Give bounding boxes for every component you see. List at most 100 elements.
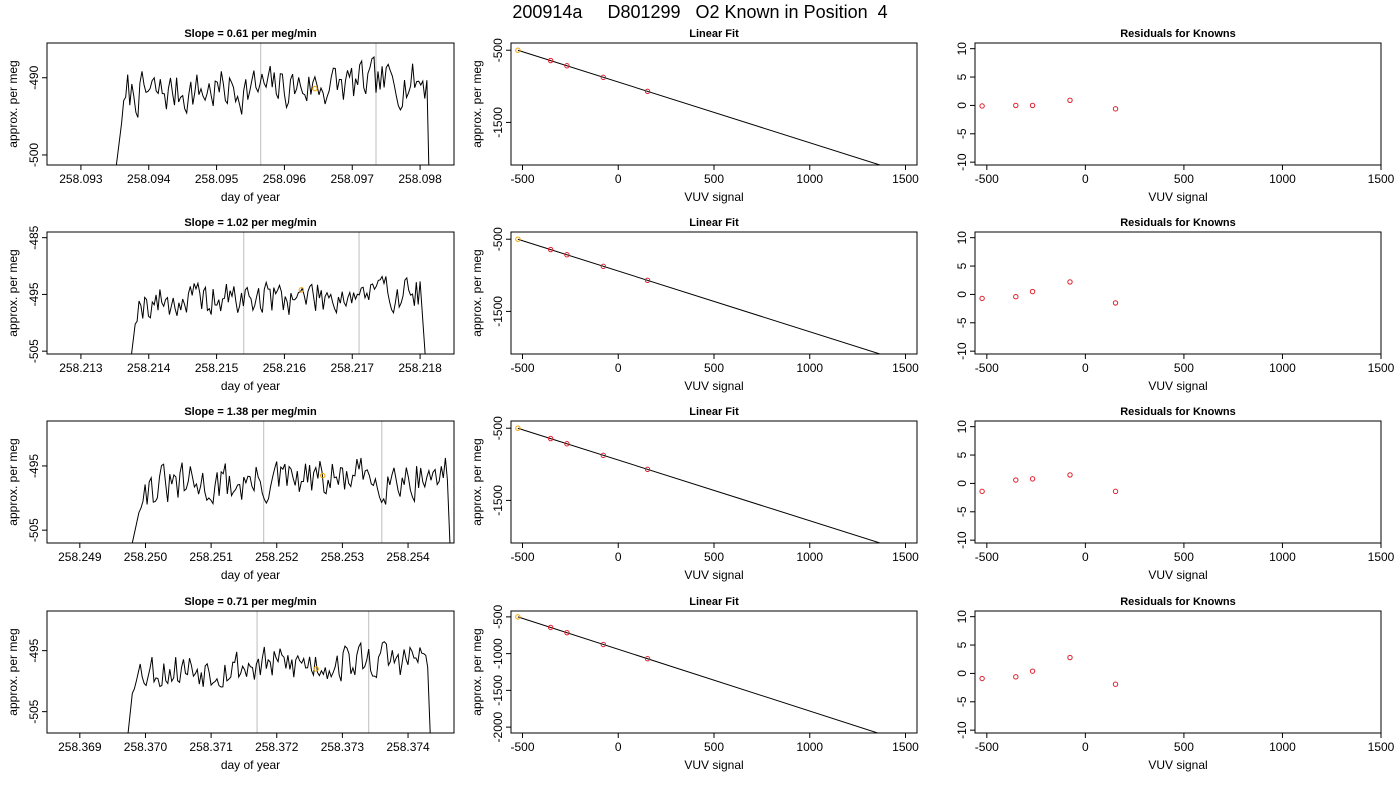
panel-0-0: Slope = 0.61 per meg/min 258.093 258.094 25…: [6, 28, 455, 204]
x-tick-label: 0: [615, 172, 622, 186]
x-tick-label: -500: [975, 361, 999, 375]
data-point: [1067, 97, 1073, 104]
data-point: [979, 675, 985, 682]
x-axis-label: VUV signal: [1148, 379, 1207, 393]
x-tick-label: 500: [1174, 550, 1194, 564]
plot-frame: [510, 231, 918, 355]
y-axis-label: approx. per meg: [6, 60, 20, 147]
x-tick-label: 258.373: [321, 740, 365, 754]
panel-title: Residuals for Knowns: [1120, 596, 1236, 608]
highlight-point: [515, 236, 521, 242]
y-axis-label: approx. per meg: [470, 438, 484, 525]
x-tick-label: 1500: [892, 172, 919, 186]
y-tick-label: 10: [955, 42, 969, 56]
x-tick-label: 0: [1082, 550, 1089, 564]
highlight-point: [298, 287, 305, 293]
x-tick-label: -500: [510, 740, 534, 754]
panel-title: Residuals for Knowns: [1120, 28, 1236, 40]
y-tick-label: -2000: [491, 711, 505, 742]
data-point: [547, 435, 554, 442]
data-point: [1029, 476, 1036, 482]
data-point: [564, 63, 570, 69]
y-axis-label: approx. per meg: [470, 249, 484, 336]
y-tick-label: -10: [955, 342, 969, 360]
data-point: [1013, 293, 1019, 300]
data-point: [644, 655, 651, 662]
y-tick-label: 5: [955, 73, 969, 80]
x-tick-label: 1000: [796, 361, 823, 375]
x-tick-label: 0: [615, 740, 622, 754]
data-point: [547, 624, 554, 631]
x-tick-label: -500: [510, 172, 534, 186]
data-point: [564, 252, 570, 258]
y-axis-label: approx. per meg: [470, 60, 484, 147]
x-tick-label: 1000: [796, 740, 823, 754]
x-tick-label: 258.253: [321, 550, 365, 564]
data-point: [1029, 102, 1036, 109]
y-tick-label: -500: [27, 143, 41, 167]
x-tick-label: 0: [615, 361, 622, 375]
x-tick-label: 258.371: [189, 740, 233, 754]
data-point: [547, 57, 554, 64]
x-tick-label: 258.374: [386, 740, 430, 754]
panel-0-2: Residuals for Knowns -500 0 500 1000 1500 10 5 0…: [955, 28, 1395, 204]
x-tick-label: 258.214: [127, 361, 171, 375]
x-tick-label: 258.372: [255, 740, 299, 754]
x-tick-label: 258.251: [189, 550, 233, 564]
plot-frame: [974, 610, 1382, 734]
y-tick-label: -505: [27, 699, 41, 723]
x-tick-label: 258.216: [263, 361, 307, 375]
x-axis-label: VUV signal: [684, 758, 743, 772]
data-point: [600, 641, 607, 648]
x-tick-label: -500: [975, 550, 999, 564]
y-tick-label: 10: [955, 420, 969, 434]
x-tick-label: 0: [615, 550, 622, 564]
x-tick-label: 258.094: [127, 172, 171, 186]
plot-frame: [510, 420, 918, 544]
x-tick-label: 1000: [1269, 172, 1296, 186]
x-axis-label: day of year: [221, 568, 280, 582]
x-tick-label: 500: [704, 550, 724, 564]
highlight-point: [515, 425, 521, 431]
panel-1-1: Linear Fit -500 0 500 1000 1500 -500 -1500 VUV s…: [470, 217, 919, 393]
y-tick-label: -5: [955, 506, 969, 517]
x-tick-label: 1000: [1269, 740, 1296, 754]
x-tick-label: -500: [975, 740, 999, 754]
x-tick-label: 258.098: [398, 172, 442, 186]
signal-series: [115, 55, 430, 165]
data-point: [1112, 488, 1119, 495]
x-tick-label: -500: [510, 550, 534, 564]
y-tick-label: 5: [955, 262, 969, 269]
highlight-point: [515, 47, 521, 53]
panel-title: Slope = 0.61 per meg/min: [184, 28, 317, 40]
y-tick-label: 5: [955, 451, 969, 458]
y-tick-label: -5: [955, 317, 969, 328]
x-tick-label: 0: [1082, 172, 1089, 186]
y-tick-label: 0: [955, 670, 969, 677]
panel-title: Residuals for Knowns: [1120, 217, 1236, 229]
x-tick-label: 258.369: [58, 740, 102, 754]
y-tick-label: 0: [955, 480, 969, 487]
data-point: [600, 74, 607, 81]
plot-frame: [46, 231, 455, 355]
x-tick-label: 1500: [892, 550, 919, 564]
y-tick-label: -1500: [491, 485, 505, 516]
fit-line: [517, 238, 882, 354]
signal-series: [131, 457, 451, 543]
y-tick-label: -5: [955, 128, 969, 139]
panel-0-1: Linear Fit -500 0 500 1000 1500 -500 -1500 VUV s…: [470, 28, 919, 204]
y-tick-label: -495: [27, 282, 41, 306]
plot-frame: [46, 42, 455, 166]
x-tick-label: 500: [704, 172, 724, 186]
x-tick-label: 258.093: [59, 172, 103, 186]
panel-title: Linear Fit: [689, 217, 739, 229]
panel-title: Linear Fit: [689, 596, 739, 608]
data-point: [644, 466, 651, 472]
highlight-point: [313, 666, 319, 672]
y-tick-label: -1000: [491, 638, 505, 669]
highlight-point: [320, 472, 326, 479]
y-tick-label: -505: [27, 518, 41, 542]
x-tick-label: 1500: [892, 740, 919, 754]
fit-line: [517, 427, 882, 543]
data-point: [1013, 477, 1019, 483]
